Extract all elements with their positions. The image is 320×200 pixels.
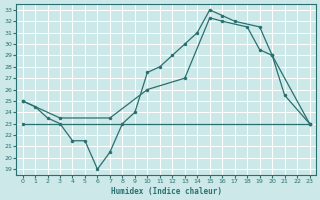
X-axis label: Humidex (Indice chaleur): Humidex (Indice chaleur) xyxy=(111,187,221,196)
